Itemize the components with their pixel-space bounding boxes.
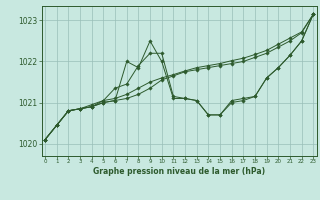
X-axis label: Graphe pression niveau de la mer (hPa): Graphe pression niveau de la mer (hPa) [93, 167, 265, 176]
